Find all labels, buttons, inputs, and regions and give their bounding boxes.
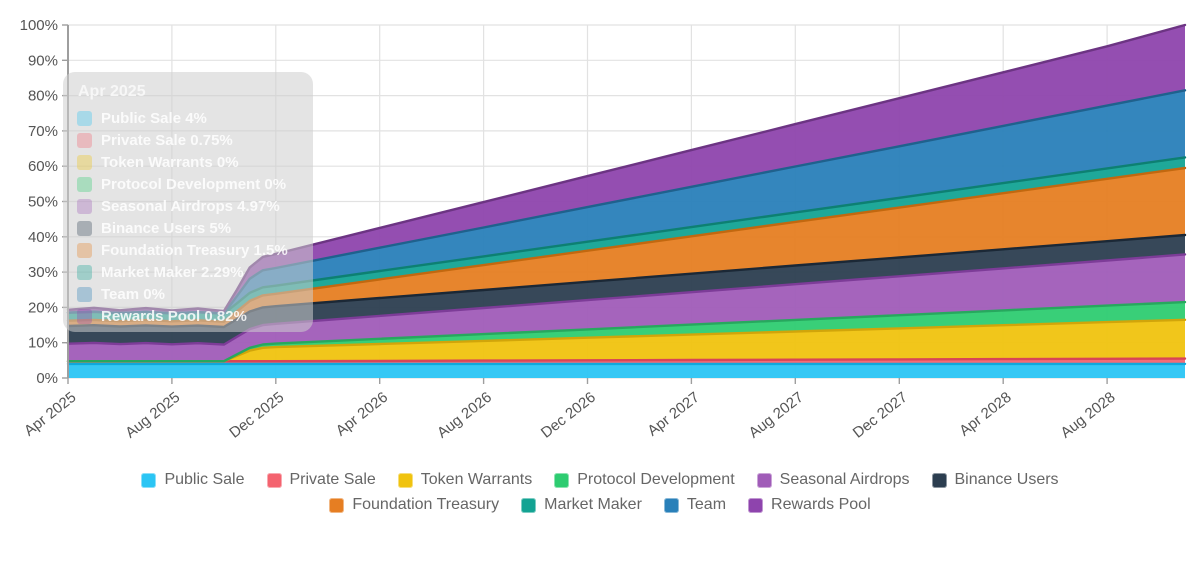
x-axis-label: Aug 2025 [122,389,183,442]
legend-swatch [397,472,413,488]
legend-swatch [329,497,345,513]
area-band-protocol-development[interactable] [68,302,1185,362]
legend-row: Public Sale Private Sale Token Warrants Pro… [130,471,1069,489]
legend-swatch [756,472,772,488]
legend-label: Team [686,496,727,513]
area-band-market-maker[interactable] [68,157,1185,322]
legend-item-binance-users[interactable]: Binance Users [931,471,1059,489]
x-axis-label: Dec 2026 [538,389,599,442]
y-axis-label: 40% [28,229,58,246]
x-axis-label: Apr 2027 [644,389,702,440]
legend-swatch [554,472,570,488]
x-axis-label: Apr 2028 [956,389,1014,440]
legend-item-rewards-pool[interactable]: Rewards Pool [748,496,871,514]
legend-item-public-sale[interactable]: Public Sale [141,471,245,489]
legend-swatch [663,497,679,513]
legend-label: Public Sale [164,471,245,488]
legend-label: Foundation Treasury [352,496,500,513]
legend-label: Private Sale [289,471,376,488]
y-axis-label: 20% [28,299,58,316]
legend-item-team[interactable]: Team [663,496,727,514]
legend-label: Rewards Pool [771,496,871,513]
y-axis-label: 30% [28,264,58,281]
legend-swatch [748,497,764,513]
y-axis-label: 90% [28,52,58,69]
legend-item-protocol-development[interactable]: Protocol Development [554,471,735,489]
legend-swatch [266,472,282,488]
area-band-seasonal-airdrops[interactable] [68,254,1185,362]
area-band-public-sale[interactable] [68,363,1185,378]
y-axis-label: 80% [28,88,58,105]
legend-item-market-maker[interactable]: Market Maker [521,496,642,514]
legend-label: Protocol Development [577,471,735,488]
legend-swatch [931,472,947,488]
x-axis-label: Apr 2026 [333,389,391,440]
x-axis-label: Dec 2027 [850,389,911,442]
y-axis-label: 60% [28,158,58,175]
x-axis-label: Aug 2027 [746,389,807,442]
x-axis-label: Aug 2026 [434,389,495,442]
chart-legend: Public Sale Private Sale Token Warrants Pro… [0,471,1200,514]
area-series [66,23,1187,378]
area-outline-protocol-development [66,300,1187,363]
legend-item-token-warrants[interactable]: Token Warrants [397,471,533,489]
legend-row: Foundation Treasury Market Maker Team Rewar… [318,496,881,514]
y-axis-label: 10% [28,335,58,352]
y-axis-label: 50% [28,194,58,211]
y-axis-label: 70% [28,123,58,140]
y-axis-label: 0% [36,370,58,387]
legend-swatch [141,472,157,488]
legend-item-private-sale[interactable]: Private Sale [266,471,376,489]
legend-swatch [521,497,537,513]
legend-label: Seasonal Airdrops [779,471,910,488]
legend-label: Token Warrants [420,471,533,488]
stacked-area-chart[interactable]: 0% 10% 20% 30% 40% 50% 60% 70% 80% 90% 100% Apr 202… [0,0,1200,463]
x-axis-label: Aug 2028 [1057,389,1118,442]
area-band-token-warrants[interactable] [68,319,1185,362]
legend-item-seasonal-airdrops[interactable]: Seasonal Airdrops [756,471,910,489]
legend-item-foundation-treasury[interactable]: Foundation Treasury [329,496,499,514]
y-axis-label: 100% [20,17,58,34]
legend-label: Market Maker [544,496,642,513]
x-axis-label: Apr 2025 [21,389,79,440]
x-axis-label: Dec 2025 [226,389,287,442]
legend-label: Binance Users [954,471,1059,488]
